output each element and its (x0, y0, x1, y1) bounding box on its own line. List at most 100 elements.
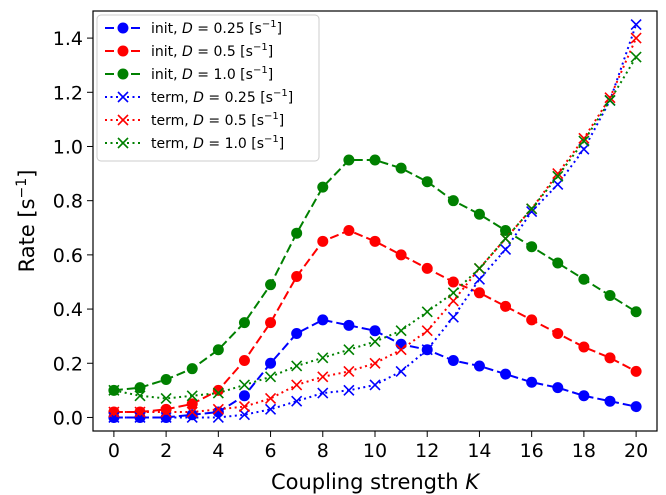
data-point (604, 290, 616, 302)
data-point (369, 325, 381, 337)
y-axis-label-text: Rate [s (15, 198, 39, 272)
data-point (343, 319, 355, 331)
data-point (265, 357, 277, 369)
legend-marker (117, 68, 129, 80)
data-point (343, 365, 355, 377)
y-tick-label: 0.2 (53, 353, 83, 375)
data-point (160, 374, 172, 386)
data-point (264, 403, 277, 415)
data-point (369, 235, 381, 247)
data-point (630, 401, 642, 413)
data-point (578, 273, 590, 285)
data-point (160, 411, 172, 424)
legend-marker (117, 45, 129, 57)
legend-box (96, 14, 320, 162)
data-point (160, 392, 172, 405)
data-point (499, 243, 512, 256)
series-layer (108, 18, 642, 424)
data-point (186, 398, 198, 410)
data-point (421, 306, 433, 318)
x-tick-label: 16 (520, 440, 544, 462)
data-point (395, 365, 407, 377)
data-point (447, 355, 459, 367)
legend-marker (117, 137, 129, 149)
series-line (113, 159, 637, 392)
legend-marker (117, 22, 129, 34)
data-point (578, 135, 590, 147)
data-point (186, 390, 198, 402)
data-point (212, 411, 224, 424)
data-point (238, 390, 250, 402)
data-point (160, 406, 172, 418)
data-point (630, 365, 642, 377)
data-point (395, 249, 407, 261)
data-point (499, 233, 512, 245)
data-point (552, 168, 564, 180)
data-point (526, 314, 538, 326)
legend-marker (117, 91, 129, 103)
data-point (552, 178, 564, 190)
data-point (212, 344, 224, 356)
y-axis-label-sup: −1 (14, 178, 30, 199)
data-point (212, 406, 224, 418)
data-point (552, 327, 564, 339)
y-tick-label: 1.4 (53, 28, 83, 50)
data-point (212, 384, 224, 396)
data-point (186, 409, 198, 421)
data-point (447, 195, 459, 207)
x-tick-label: 2 (160, 440, 172, 462)
data-point (317, 371, 329, 383)
data-point (160, 403, 172, 415)
data-point (134, 390, 146, 402)
y-tick-label: 0.4 (53, 299, 83, 321)
x-tick-label: 4 (212, 440, 224, 462)
legend-entry-2: init, D = 1.0 [s−1] (105, 65, 273, 83)
x-tick-label: 20 (624, 440, 648, 462)
data-point (238, 409, 251, 421)
data-point (134, 382, 146, 394)
data-point (186, 406, 198, 418)
data-point (578, 132, 590, 144)
data-point (264, 371, 277, 383)
legend-entry-3: term, D = 0.25 [s−1] (105, 88, 293, 106)
data-point (238, 401, 251, 413)
data-point (447, 311, 459, 323)
ticks-layer: 0 2 4 6 8 10 12 14 16 18 20 0.0 0.2 0.4 0.6 0.8 1.0 1.2 1.… (53, 28, 648, 462)
data-point (395, 338, 407, 350)
data-point (421, 176, 433, 188)
data-point (604, 92, 616, 104)
legend-label: init, D = 1.0 [s−1] (151, 65, 273, 83)
data-point (526, 241, 538, 253)
series-3 (108, 18, 642, 424)
x-axis-label-text: Coupling strength (271, 470, 459, 494)
legend-marker (117, 114, 129, 126)
data-point (291, 379, 303, 391)
data-point (421, 325, 433, 337)
data-point (500, 300, 512, 312)
data-point (264, 392, 277, 405)
data-point (343, 344, 355, 356)
data-point (447, 295, 459, 307)
series-2 (108, 154, 642, 396)
legend-entry-0: init, D = 0.25 [s−1] (105, 19, 282, 37)
data-point (578, 390, 590, 402)
y-tick-label: 0.8 (53, 191, 83, 213)
data-point (395, 344, 407, 356)
data-point (578, 143, 590, 155)
data-point (186, 411, 198, 424)
data-point (238, 379, 251, 391)
y-tick-label: 0.0 (53, 407, 83, 429)
data-point (630, 51, 642, 63)
x-tick-label: 6 (265, 440, 277, 462)
data-point (473, 360, 485, 372)
data-point (369, 336, 381, 348)
x-tick-label: 12 (415, 440, 439, 462)
data-point (604, 395, 616, 407)
legend-entry-5: term, D = 1.0 [s−1] (105, 134, 284, 152)
data-point (238, 355, 250, 367)
data-point (291, 360, 303, 372)
data-point (578, 341, 590, 353)
legend-label: term, D = 1.0 [s−1] (151, 134, 284, 152)
data-point (552, 382, 564, 394)
